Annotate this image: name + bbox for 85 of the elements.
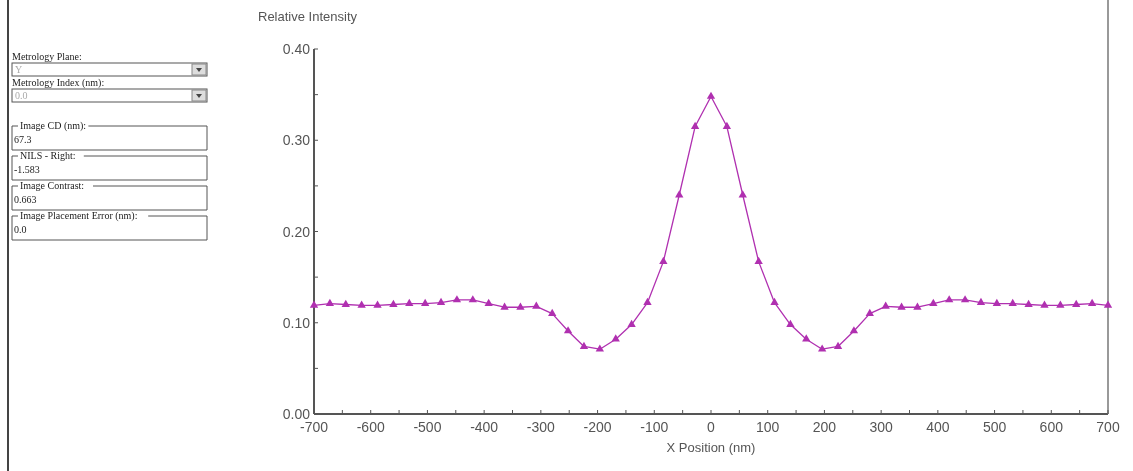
text: 0.0 xyxy=(15,90,28,101)
point xyxy=(595,344,604,352)
point xyxy=(992,298,1001,306)
point xyxy=(548,308,557,317)
point xyxy=(929,298,938,306)
x-tick-label: 400 xyxy=(926,419,950,435)
point xyxy=(754,256,763,265)
text: Metrology Index (nm): xyxy=(12,77,105,89)
point xyxy=(1040,300,1049,308)
text: Image Contrast: xyxy=(20,180,85,191)
text: -1.583 xyxy=(14,164,40,175)
point xyxy=(897,302,906,310)
y-tick-label: 0.30 xyxy=(282,132,311,149)
point xyxy=(436,297,446,306)
point xyxy=(960,295,970,303)
y-tick-label: 0.10 xyxy=(282,314,311,331)
x-tick-label: -100 xyxy=(640,419,669,435)
point xyxy=(484,298,493,306)
y-tick-label: 0.40 xyxy=(282,41,311,57)
point xyxy=(770,297,779,306)
point xyxy=(690,121,700,129)
point xyxy=(1072,299,1081,307)
point xyxy=(357,300,366,308)
point xyxy=(452,295,462,303)
point xyxy=(802,334,811,342)
x-tick-label: 0 xyxy=(707,419,716,435)
x-tick-label: -700 xyxy=(299,419,329,435)
point xyxy=(373,300,382,308)
point xyxy=(325,298,335,306)
x-tick-label: 200 xyxy=(812,419,837,435)
point xyxy=(643,297,652,306)
point xyxy=(659,256,668,265)
text: 0.663 xyxy=(14,194,37,205)
point xyxy=(675,190,684,198)
x-tick-label: -400 xyxy=(470,419,499,435)
point xyxy=(738,190,747,198)
x-tick-label: 500 xyxy=(982,419,1007,435)
point xyxy=(881,301,890,309)
point xyxy=(579,341,589,349)
point xyxy=(706,91,716,99)
point xyxy=(976,297,986,306)
point xyxy=(722,121,732,129)
point xyxy=(532,301,541,309)
point xyxy=(945,295,954,303)
point xyxy=(341,299,350,307)
x-tick-label: 100 xyxy=(756,419,780,435)
text: 67.3 xyxy=(14,134,32,145)
point xyxy=(309,300,319,308)
point xyxy=(1024,299,1033,307)
x-tick-label: -300 xyxy=(526,419,556,435)
point xyxy=(611,334,620,342)
point xyxy=(468,295,477,303)
text: Y xyxy=(15,64,23,75)
point xyxy=(833,341,843,349)
text: Image Placement Error (nm): xyxy=(20,210,138,222)
x-tick-label: -600 xyxy=(356,419,385,435)
point xyxy=(500,302,509,310)
y-axis-title: Relative Intensity xyxy=(258,9,358,24)
x-tick-label: -200 xyxy=(583,419,612,435)
point xyxy=(421,298,430,306)
x-axis-title: X Position (nm) xyxy=(666,440,756,455)
y-tick-label: 0.20 xyxy=(282,223,311,240)
y-tick-label: 0.00 xyxy=(282,406,311,422)
point xyxy=(849,326,859,334)
point xyxy=(516,302,525,310)
x-tick-label: 700 xyxy=(1096,419,1120,435)
text: Image CD (nm): xyxy=(20,120,87,132)
point xyxy=(913,302,922,310)
text: 0.0 xyxy=(14,224,27,235)
point xyxy=(389,299,398,307)
point xyxy=(786,319,795,327)
text: Metrology Plane: xyxy=(12,51,82,62)
x-tick-label: 600 xyxy=(1039,419,1064,435)
text: NILS - Right: xyxy=(20,150,76,161)
point xyxy=(1087,298,1097,306)
x-tick-label: 300 xyxy=(869,419,894,435)
point xyxy=(865,308,874,317)
point xyxy=(627,319,636,327)
point xyxy=(1103,300,1113,308)
point xyxy=(1056,300,1065,308)
x-tick-label: -500 xyxy=(413,419,442,435)
point xyxy=(818,344,827,352)
point xyxy=(1008,298,1017,306)
point xyxy=(563,326,573,334)
point xyxy=(405,298,414,306)
